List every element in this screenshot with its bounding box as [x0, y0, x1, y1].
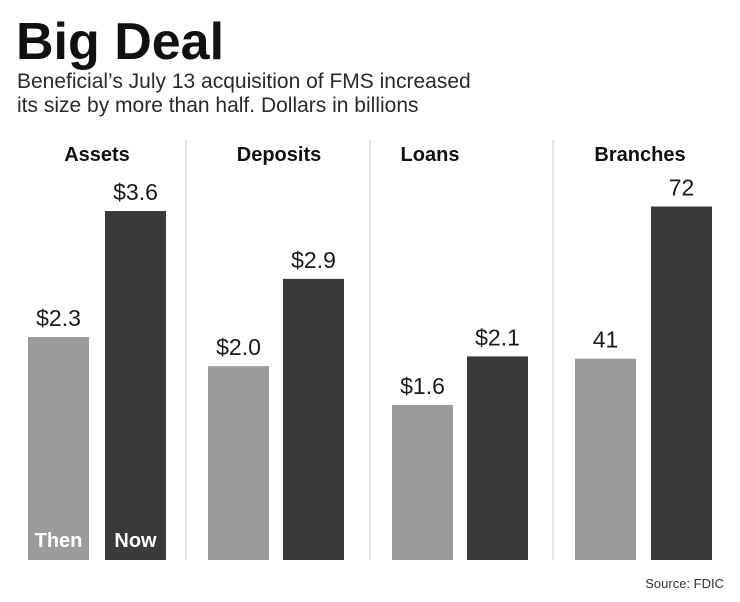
source-note: Source: FDIC: [645, 576, 724, 591]
chart-panels: Assets $2.3 Then $3.6 Now Deposits $2.0 $2.9 Loa…: [28, 144, 712, 561]
panel-title: Branches: [594, 144, 685, 166]
bar-deposits-now: [283, 278, 344, 560]
panel-loans: Loans $1.6 $2.1: [392, 144, 528, 560]
value-label: $3.6: [113, 179, 158, 205]
value-label: $2.0: [216, 334, 261, 360]
value-label: 72: [669, 175, 695, 201]
bar-loans-now: [467, 356, 528, 560]
bar-loans-then: [392, 404, 453, 560]
panel-branches: Branches 41 72: [575, 144, 712, 560]
bar-branches-now: [651, 206, 712, 560]
bar-assets-then: [28, 337, 89, 560]
series-label-then: Then: [35, 530, 83, 552]
bar-branches-then: [575, 358, 636, 560]
chart-subtitle-line-2: its size by more than half. Dollars in b…: [17, 94, 419, 117]
panel-title: Loans: [401, 144, 460, 166]
bar-assets-now: [105, 211, 166, 561]
panel-title: Assets: [64, 144, 130, 166]
chart-subtitle-line-1: Beneficial’s July 13 acquisition of FMS …: [17, 70, 471, 93]
series-label-now: Now: [114, 530, 157, 552]
panel-deposits: Deposits $2.0 $2.9: [208, 144, 344, 560]
value-label: $2.1: [475, 324, 520, 350]
chart-title: Big Deal: [16, 13, 224, 71]
panel-title: Deposits: [237, 144, 321, 166]
value-label: $2.3: [36, 305, 81, 331]
panel-assets: Assets $2.3 Then $3.6 Now: [28, 144, 166, 561]
bar-deposits-then: [208, 366, 269, 560]
value-label: $1.6: [400, 373, 445, 399]
value-label: $2.9: [291, 247, 336, 273]
value-label: 41: [593, 327, 619, 353]
